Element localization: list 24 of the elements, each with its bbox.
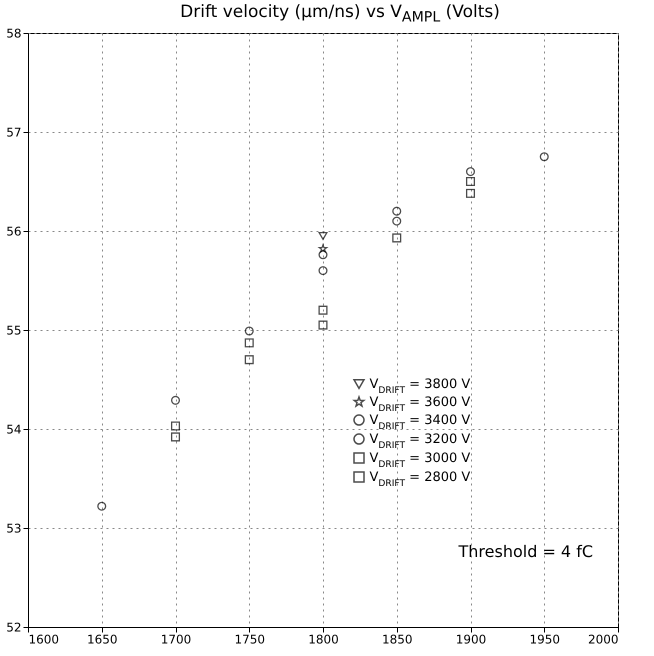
x-tick-label: 1800: [308, 632, 339, 646]
y-tick-label: 52: [6, 620, 22, 634]
legend-label: V$_{DRIFT}$ = 3000 V: [370, 451, 470, 470]
x-tick-label: 1900: [456, 632, 486, 646]
x-tick-label: 1950: [529, 632, 560, 646]
legend-label: V$_{DRIFT}$ = 3200 V: [370, 432, 470, 452]
x-tick-label: 1600: [28, 632, 60, 646]
legend-label: V$_{DRIFT}$ = 2800 V: [370, 470, 470, 490]
legend-label: V$_{DRIFT}$ = 3800 V: [370, 377, 470, 396]
x-tick-label: 1750: [234, 632, 266, 646]
chart-title: Drift velocity (μm/ns) vs V$_{AMPL}$ (Volts): [179, 2, 501, 26]
y-tick-label: 56: [6, 224, 22, 238]
y-tick-label: 55: [6, 324, 22, 338]
y-tick-label: 57: [6, 126, 22, 140]
x-tick-label: 2000: [588, 632, 618, 646]
x-tick-label: 1850: [382, 632, 413, 646]
legend-label: V$_{DRIFT}$ = 3400 V: [370, 413, 470, 432]
legend-label: V$_{DRIFT}$ = 3600 V: [370, 395, 470, 414]
annotation: Threshold = 4 fC: [458, 542, 593, 561]
y-tick-label: 53: [6, 522, 22, 536]
x-tick-label: 1650: [86, 632, 118, 646]
y-tick-label: 54: [6, 422, 22, 436]
x-tick-label: 1700: [160, 632, 192, 646]
y-tick-label: 58: [6, 26, 22, 40]
